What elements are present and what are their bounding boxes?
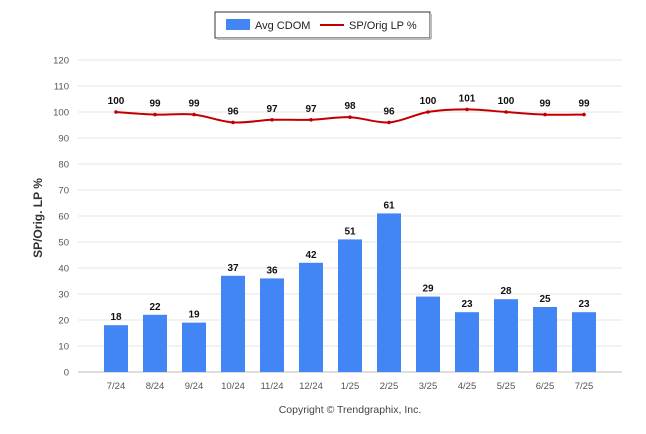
bar	[455, 312, 479, 372]
y-axis-label: SP/Orig. LP %	[31, 178, 45, 258]
x-tick-label: 12/24	[299, 381, 323, 392]
x-tick-label: 5/25	[497, 381, 516, 392]
bar-data-label: 36	[266, 265, 278, 276]
bar	[338, 239, 362, 372]
bar-data-label: 22	[149, 302, 161, 313]
bar-data-label: 23	[578, 299, 590, 310]
line-point	[309, 118, 313, 122]
line-point	[465, 107, 469, 112]
line-data-label: 100	[498, 96, 515, 107]
bar	[221, 275, 245, 372]
x-tick-label: 8/24	[146, 381, 165, 392]
bar-data-label: 51	[344, 226, 356, 237]
bar-data-label: 42	[305, 250, 317, 261]
bar	[572, 312, 596, 372]
x-tick-label: 7/25	[575, 381, 594, 392]
line-data-label: 96	[227, 106, 239, 117]
x-tick-label: 9/24	[185, 381, 204, 392]
x-tick-label: 7/24	[107, 381, 126, 392]
line-data-label: 96	[383, 106, 395, 117]
x-tick-label: 1/25	[341, 381, 360, 392]
y-tick-label: 70	[58, 186, 69, 197]
y-tick-label: 50	[58, 238, 69, 249]
line-point	[504, 110, 508, 114]
y-tick-label: 60	[58, 212, 69, 223]
line-point	[387, 120, 391, 125]
y-tick-label: 120	[53, 56, 69, 67]
y-tick-label: 80	[58, 160, 69, 171]
bar-series	[104, 213, 596, 372]
bar-data-label: 29	[422, 284, 434, 295]
x-tick-label: 3/25	[419, 381, 438, 392]
line-data-label: 100	[420, 96, 437, 107]
line-data-label: 99	[149, 99, 161, 110]
line-data-label: 99	[539, 99, 551, 110]
bar	[494, 299, 518, 372]
bar	[182, 322, 206, 372]
x-tick-label: 6/25	[536, 381, 555, 392]
line-point	[582, 112, 586, 117]
x-tick-label: 11/24	[260, 381, 283, 392]
line-series	[114, 107, 586, 125]
bar	[533, 307, 557, 372]
line-point	[192, 112, 196, 117]
y-tick-labels: 0 10 20 30 40 50 60 70 80 90 100 110 120	[53, 56, 69, 379]
data-labels: 18 22 19 37 36 42 51 61 29 23 28 25 23 100 99 99 96 97 97 9…	[108, 93, 590, 323]
bar	[377, 213, 401, 372]
bar	[260, 278, 284, 372]
bar	[416, 296, 440, 372]
bar	[104, 325, 128, 372]
bar-data-label: 61	[383, 200, 395, 211]
y-tick-label: 20	[58, 316, 69, 327]
bar-data-label: 18	[110, 312, 122, 323]
bar	[299, 262, 323, 372]
line-data-label: 101	[459, 93, 476, 104]
bar-data-label: 37	[227, 263, 239, 274]
line-point	[270, 118, 274, 122]
legend-bar-swatch	[226, 19, 250, 30]
y-tick-label: 90	[58, 134, 69, 145]
x-tick-labels: 7/24 8/24 9/24 10/24 11/24 12/24 1/25 2/25 3/25 4…	[107, 381, 594, 392]
y-tick-label: 110	[54, 82, 69, 93]
line-point	[153, 112, 157, 117]
bar-data-label: 19	[188, 310, 200, 321]
line-point	[426, 110, 430, 114]
y-tick-label: 0	[64, 368, 69, 379]
line-data-label: 97	[305, 104, 317, 115]
x-tick-label: 4/25	[458, 381, 477, 392]
copyright: Copyright © Trendgraphix, Inc.	[279, 404, 422, 416]
x-tick-label: 10/24	[221, 381, 245, 392]
y-tick-label: 30	[58, 290, 69, 301]
y-tick-label: 100	[53, 108, 69, 119]
line-data-label: 100	[108, 96, 125, 107]
bar	[143, 314, 167, 372]
legend-line-label: SP/Orig LP %	[349, 20, 417, 32]
line-point	[543, 112, 547, 117]
legend: Avg CDOM SP/Orig LP %	[214, 11, 432, 40]
line-data-label: 97	[266, 104, 278, 115]
line-point	[114, 110, 118, 114]
y-tick-label: 10	[58, 342, 69, 353]
line-data-label: 99	[578, 99, 590, 110]
line-data-label: 99	[188, 99, 200, 110]
line-point	[348, 115, 352, 119]
bar-data-label: 23	[461, 299, 473, 310]
x-tick-label: 2/25	[380, 381, 399, 392]
bar-data-label: 28	[500, 286, 512, 297]
y-tick-label: 40	[58, 264, 69, 275]
line-point	[231, 120, 235, 125]
bar-data-label: 25	[539, 294, 551, 305]
legend-bar-label: Avg CDOM	[255, 20, 310, 32]
line-data-label: 98	[344, 101, 356, 112]
